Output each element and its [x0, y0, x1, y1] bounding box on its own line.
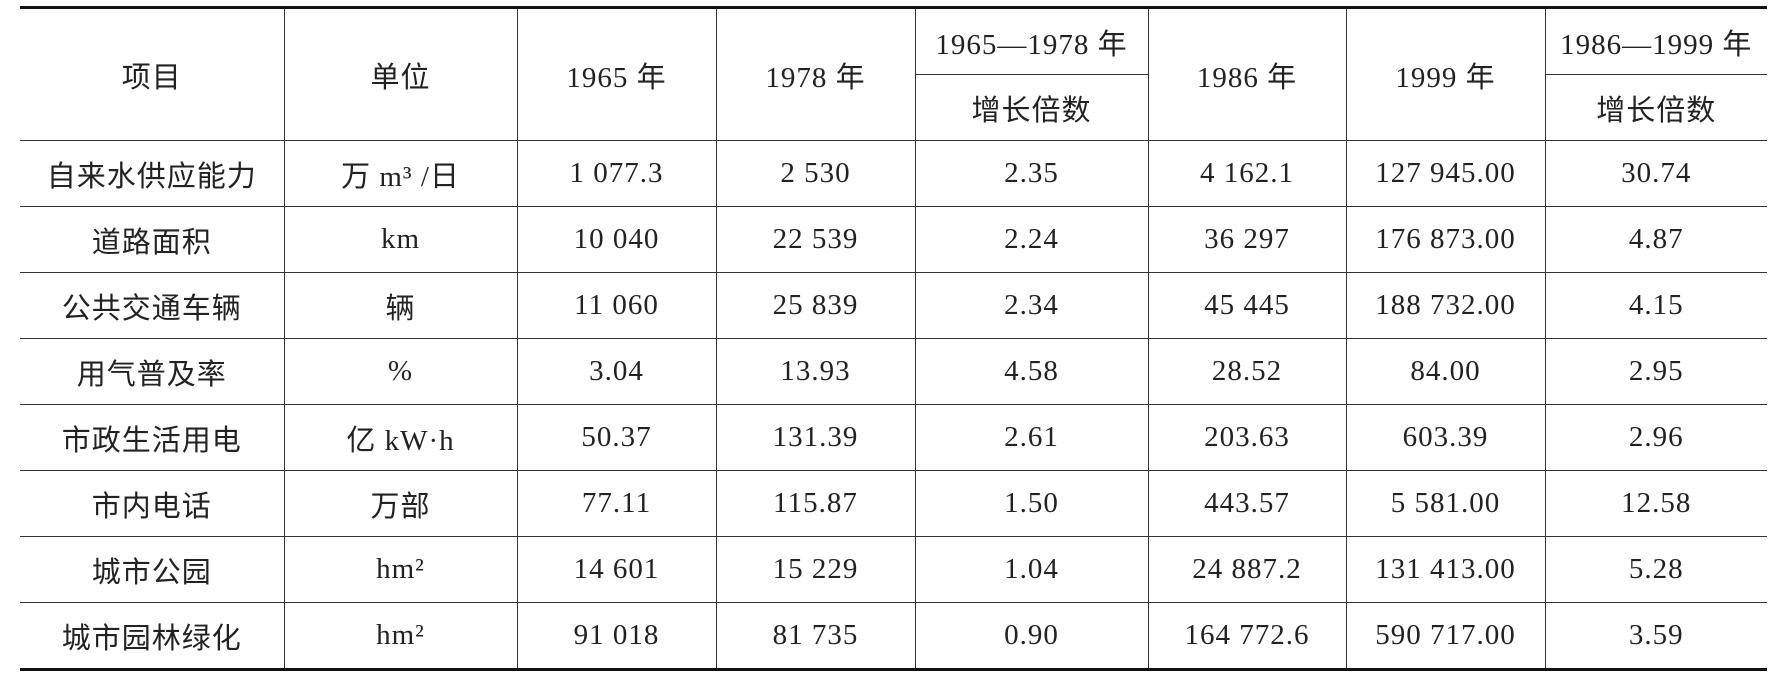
cell: 4.15 — [1544, 272, 1767, 339]
cell: 城市园林绿化 — [20, 602, 285, 670]
cell: 188 732.00 — [1345, 272, 1546, 339]
cell: 4.58 — [914, 338, 1149, 405]
cell: 12.58 — [1544, 470, 1767, 537]
cell: 2.96 — [1544, 404, 1767, 471]
header-cell: 1978 年 — [715, 7, 916, 141]
cell: 公共交通车辆 — [20, 272, 285, 339]
cell: 2.95 — [1544, 338, 1767, 405]
cell: 2.35 — [914, 140, 1149, 207]
cell: 22 539 — [715, 206, 916, 273]
cell: 131 413.00 — [1345, 536, 1546, 603]
cell: 亿 kW·h — [283, 404, 518, 471]
cell: % — [283, 338, 518, 405]
cell: 5.28 — [1544, 536, 1767, 603]
data-row: 城市公园 hm² 14 601 15 229 1.04 24 887.2 131 413.0… — [20, 536, 1767, 603]
header-row: 项目 单位 1965 年 1978 年 1965—1978 年 1986 年 1… — [20, 7, 1767, 141]
cell: 24 887.2 — [1147, 536, 1347, 603]
cell: 0.90 — [914, 602, 1149, 670]
cell: 1 077.3 — [516, 140, 717, 207]
cell: hm² — [283, 602, 518, 670]
cell: hm² — [283, 536, 518, 603]
cell: 4 162.1 — [1147, 140, 1347, 207]
cell: 603.39 — [1345, 404, 1546, 471]
cell: 1.04 — [914, 536, 1149, 603]
cell: km — [283, 206, 518, 273]
cell: 10 040 — [516, 206, 717, 273]
data-row: 自来水供应能力万 m³ /日 1 077.3 2 530 2.35 4 162.1 127… — [20, 140, 1767, 207]
data-table: 项目 单位 1965 年 1978 年 1965—1978 年 1986 年 1… — [20, 6, 1767, 671]
cell: 28.52 — [1147, 338, 1347, 405]
data-row: 用气普及率% 3.04 13.93 4.58 28.52 84.00 2.95 — [20, 338, 1767, 405]
cell: 用气普及率 — [20, 338, 285, 405]
cell: 176 873.00 — [1345, 206, 1546, 273]
header-cell: 1965—1978 年 — [914, 7, 1149, 75]
cell: 14 601 — [516, 536, 717, 603]
cell: 万 m³ /日 — [283, 140, 518, 207]
cell: 市政生活用电 — [20, 404, 285, 471]
cell: 91 018 — [516, 602, 717, 670]
data-row: 城市园林绿化 hm² 91 018 81 735 0.90 164 772.6 590 71… — [20, 602, 1767, 670]
cell: 5 581.00 — [1345, 470, 1546, 537]
header-cell: 1986 年 — [1147, 7, 1347, 141]
header-cell: 1986—1999 年 — [1544, 7, 1767, 75]
cell: 2 530 — [715, 140, 916, 207]
cell: 115.87 — [715, 470, 916, 537]
header-cell: 1965 年 — [516, 7, 717, 141]
header-cell: 1999 年 — [1345, 7, 1546, 141]
data-row: 道路面积 km 10 040 22 539 2.24 36 297 176 873.00 4.… — [20, 206, 1767, 273]
header-cell: 项目 — [20, 7, 285, 141]
header-row: 增长倍数 增长倍数 — [20, 74, 1767, 141]
cell: 45 445 — [1147, 272, 1347, 339]
cell: 万部 — [283, 470, 518, 537]
cell: 13.93 — [715, 338, 916, 405]
cell: 2.24 — [914, 206, 1149, 273]
header-cell: 增长倍数 — [1544, 74, 1767, 141]
cell: 164 772.6 — [1147, 602, 1347, 670]
cell: 77.11 — [516, 470, 717, 537]
cell: 2.34 — [914, 272, 1149, 339]
cell: 2.61 — [914, 404, 1149, 471]
cell: 自来水供应能力 — [20, 140, 285, 207]
cell: 4.87 — [1544, 206, 1767, 273]
cell: 辆 — [283, 272, 518, 339]
header-cell: 增长倍数 — [915, 74, 1149, 141]
cell: 131.39 — [715, 404, 916, 471]
cell: 443.57 — [1147, 470, 1347, 537]
cell: 11 060 — [516, 272, 717, 339]
data-row: 市内电话 万部 77.11 115.87 1.50 443.57 5 581.00 12.58 — [20, 470, 1767, 537]
cell: 36 297 — [1147, 206, 1347, 273]
cell: 道路面积 — [20, 206, 285, 273]
cell: 15 229 — [715, 536, 916, 603]
header-cell: 单位 — [283, 7, 518, 141]
cell: 590 717.00 — [1345, 602, 1546, 670]
cell: 30.74 — [1544, 140, 1767, 207]
cell: 3.59 — [1544, 602, 1767, 670]
cell: 127 945.00 — [1345, 140, 1546, 207]
cell: 城市公园 — [20, 536, 285, 603]
cell: 81 735 — [715, 602, 916, 670]
cell: 25 839 — [715, 272, 916, 339]
table-body: 项目 单位 1965 年 1978 年 1965—1978 年 1986 年 1… — [20, 7, 1767, 670]
cell: 50.37 — [516, 404, 717, 471]
cell: 84.00 — [1345, 338, 1546, 405]
cell: 市内电话 — [20, 470, 285, 537]
data-row: 市政生活用电亿 kW·h 50.37 131.39 2.61 203.63 603.39 2… — [20, 404, 1767, 471]
cell: 203.63 — [1147, 404, 1347, 471]
data-row: 公共交通车辆辆 11 060 25 839 2.34 45 445 188 732.00 4… — [20, 272, 1767, 339]
cell: 1.50 — [914, 470, 1149, 537]
cell: 3.04 — [516, 338, 717, 405]
